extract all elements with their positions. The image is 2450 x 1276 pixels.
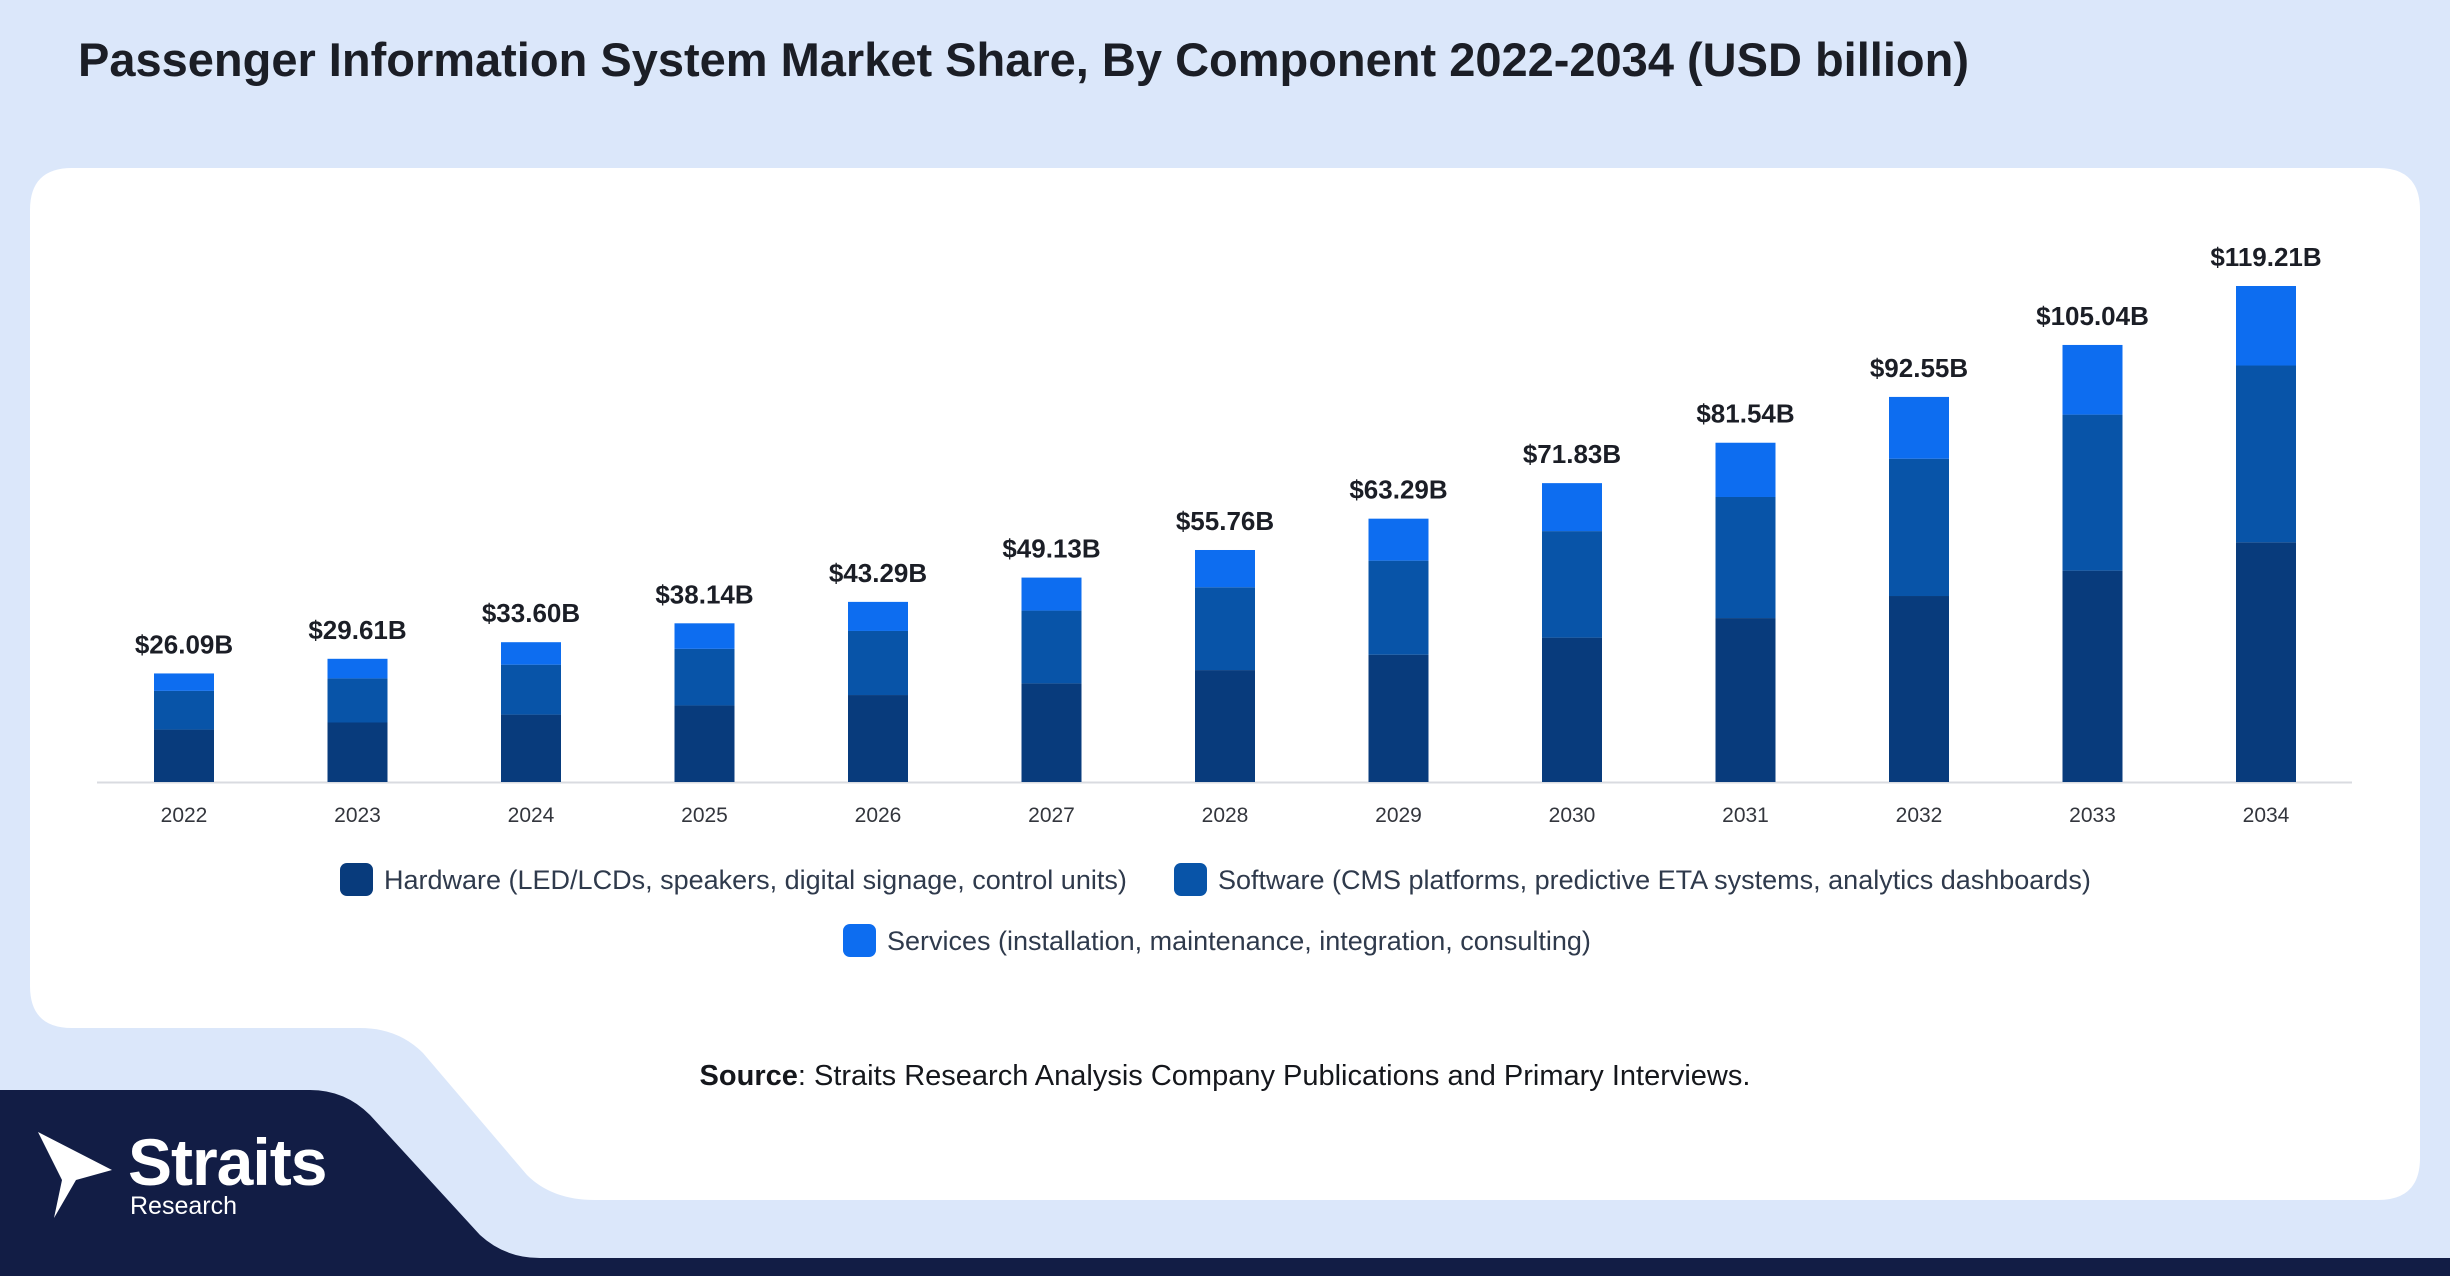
bar-software-2031 bbox=[1715, 496, 1776, 619]
bar-hardware-2034 bbox=[2236, 542, 2296, 782]
bar-hardware-2024 bbox=[501, 714, 561, 782]
bar-software-2023 bbox=[327, 678, 388, 723]
bar-software-2030 bbox=[1542, 531, 1602, 638]
bar-hardware-2029 bbox=[1368, 654, 1429, 782]
bar-services-2028 bbox=[1195, 549, 1255, 588]
x-tick-label-2028: 2028 bbox=[1202, 804, 1249, 827]
source-line: Source: Straits Research Analysis Compan… bbox=[0, 1060, 2450, 1093]
source-label: Source bbox=[699, 1060, 798, 1092]
source-text: : Straits Research Analysis Company Publ… bbox=[797, 1060, 1751, 1092]
total-label-2025: $38.14B bbox=[655, 579, 753, 609]
bar-hardware-2023 bbox=[327, 722, 388, 782]
x-tick-label-2030: 2030 bbox=[1549, 804, 1596, 827]
x-tick-label-2032: 2032 bbox=[1896, 804, 1943, 827]
bar-hardware-2022 bbox=[154, 729, 214, 782]
legend-services-swatch bbox=[843, 924, 876, 957]
legend-hardware-swatch bbox=[340, 863, 373, 896]
bar-hardware-2028 bbox=[1195, 670, 1255, 782]
x-tick-label-2033: 2033 bbox=[2069, 804, 2116, 827]
total-label-2032: $92.55B bbox=[1870, 353, 1968, 383]
total-label-2034: $119.21B bbox=[2210, 242, 2321, 272]
x-tick-label-2026: 2026 bbox=[855, 804, 902, 827]
legend-software-swatch bbox=[1174, 863, 1207, 896]
straits-logo: Straits Research bbox=[36, 1125, 356, 1230]
total-label-2028: $55.76B bbox=[1176, 506, 1274, 536]
page-title: Passenger Information System Market Shar… bbox=[78, 33, 1969, 86]
bar-services-2025 bbox=[674, 623, 735, 649]
x-tick-label-2031: 2031 bbox=[1722, 804, 1769, 827]
bar-hardware-2027 bbox=[1021, 683, 1082, 782]
x-tick-label-2024: 2024 bbox=[508, 804, 555, 827]
legend-hardware-label: Hardware (LED/LCDs, speakers, digital si… bbox=[384, 865, 1127, 895]
total-label-2022: $26.09B bbox=[135, 629, 233, 659]
x-tick-label-2029: 2029 bbox=[1375, 804, 1422, 827]
bar-hardware-2030 bbox=[1542, 637, 1602, 782]
total-label-2024: $33.60B bbox=[482, 598, 580, 628]
total-label-2027: $49.13B bbox=[1002, 534, 1100, 564]
bar-software-2024 bbox=[501, 664, 561, 715]
bar-services-2027 bbox=[1021, 577, 1082, 611]
bar-software-2027 bbox=[1021, 610, 1082, 684]
bar-services-2032 bbox=[1889, 396, 1949, 459]
bar-services-2029 bbox=[1368, 518, 1429, 561]
bar-services-2023 bbox=[327, 658, 388, 679]
bar-services-2034 bbox=[2236, 286, 2296, 366]
bar-services-2024 bbox=[501, 642, 561, 665]
footer-band bbox=[0, 1090, 2450, 1276]
bar-hardware-2025 bbox=[674, 705, 735, 782]
bar-software-2022 bbox=[154, 690, 214, 730]
x-tick-label-2022: 2022 bbox=[161, 804, 208, 827]
x-tick-label-2025: 2025 bbox=[681, 804, 728, 827]
logo-mark-icon bbox=[38, 1132, 112, 1218]
legend-software-label: Software (CMS platforms, predictive ETA … bbox=[1218, 865, 2091, 895]
bar-services-2026 bbox=[848, 601, 908, 631]
bar-software-2033 bbox=[2062, 414, 2123, 571]
bar-services-2031 bbox=[1715, 442, 1776, 497]
bar-software-2032 bbox=[1889, 458, 1949, 597]
bar-software-2028 bbox=[1195, 587, 1255, 671]
bar-services-2030 bbox=[1542, 483, 1602, 532]
bar-hardware-2031 bbox=[1715, 618, 1776, 782]
total-label-2031: $81.54B bbox=[1696, 399, 1794, 429]
logo-sub: Research bbox=[130, 1192, 237, 1220]
total-label-2026: $43.29B bbox=[829, 558, 927, 588]
legend-services-label: Services (installation, maintenance, int… bbox=[887, 926, 1591, 956]
bar-hardware-2026 bbox=[848, 695, 908, 782]
bar-services-2033 bbox=[2062, 344, 2123, 415]
bar-hardware-2032 bbox=[1889, 596, 1949, 782]
bar-software-2029 bbox=[1368, 560, 1429, 655]
bar-software-2034 bbox=[2236, 365, 2296, 543]
total-label-2030: $71.83B bbox=[1523, 439, 1621, 469]
logo-name: Straits bbox=[128, 1125, 327, 1199]
total-label-2029: $63.29B bbox=[1349, 475, 1447, 505]
total-label-2033: $105.04B bbox=[2036, 301, 2149, 331]
bar-software-2026 bbox=[848, 630, 908, 696]
bar-hardware-2033 bbox=[2062, 570, 2123, 782]
bar-services-2022 bbox=[154, 673, 214, 691]
x-tick-label-2027: 2027 bbox=[1028, 804, 1075, 827]
bar-software-2025 bbox=[674, 648, 735, 706]
x-tick-label-2023: 2023 bbox=[334, 804, 381, 827]
x-tick-label-2034: 2034 bbox=[2243, 804, 2290, 827]
total-label-2023: $29.61B bbox=[308, 615, 406, 645]
